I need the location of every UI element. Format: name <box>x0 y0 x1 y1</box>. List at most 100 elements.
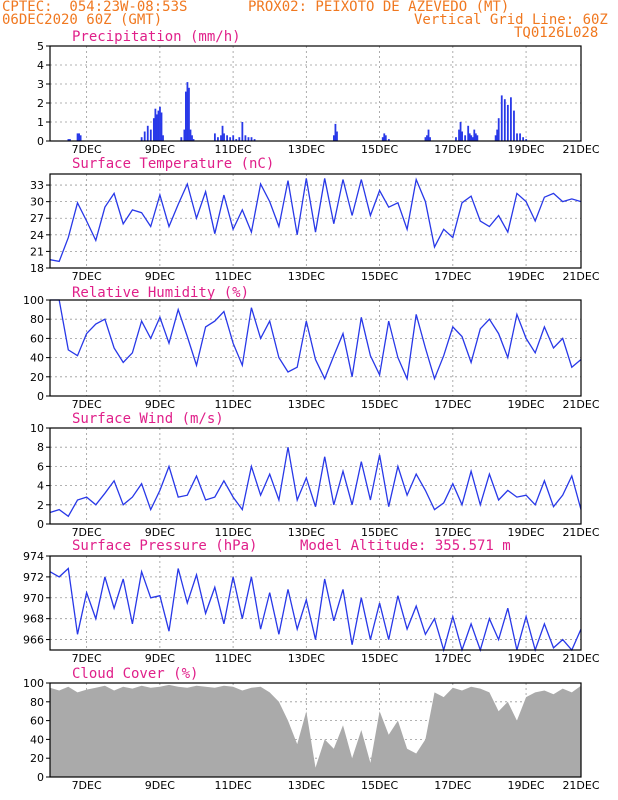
precip-bar <box>160 112 163 141</box>
x-tick-label: 9DEC <box>145 270 175 283</box>
precip-bar <box>140 137 143 141</box>
x-tick-label: 9DEC <box>145 526 175 539</box>
x-tick-label: 17DEC <box>434 143 471 156</box>
precip-bar <box>384 135 387 141</box>
precip-bar <box>519 133 521 141</box>
x-tick-label: 7DEC <box>72 143 102 156</box>
header-date: 06DEC2020 60Z (GMT) <box>2 12 163 28</box>
x-tick-label: 7DEC <box>72 526 102 539</box>
x-tick-label: 9DEC <box>145 652 175 665</box>
series-line <box>49 447 582 518</box>
precip-bar <box>223 133 225 141</box>
precip-bar <box>244 135 247 141</box>
panel-annotation: Model Altitude: 355.571 m <box>300 538 511 554</box>
y-tick-label: 972 <box>23 571 44 584</box>
precip-bar <box>503 99 506 141</box>
precip-bar <box>494 135 497 141</box>
panel-frame <box>49 682 582 778</box>
y-tick-label: 8 <box>37 441 44 454</box>
x-tick-label: 9DEC <box>145 779 175 792</box>
precip-bar <box>497 118 500 141</box>
precip-bar <box>238 137 241 141</box>
x-tick-label: 11DEC <box>215 143 252 156</box>
x-tick-label: 21DEC <box>562 270 599 283</box>
x-tick-label: 7DEC <box>72 779 102 792</box>
y-tick-label: 40 <box>30 352 44 365</box>
series-line <box>49 567 582 653</box>
precip-bar <box>474 133 477 141</box>
x-tick-label: 15DEC <box>361 270 398 283</box>
y-tick-label: 0 <box>37 518 44 531</box>
panel-title: Surface Pressure (hPa) <box>72 538 257 554</box>
y-tick-label: 30 <box>30 196 44 209</box>
precip-bar <box>464 135 467 141</box>
series-line <box>50 299 582 382</box>
x-tick-label: 21DEC <box>562 652 599 665</box>
panel-title: Surface Temperature (nC) <box>72 156 274 172</box>
x-tick-label: 15DEC <box>361 143 398 156</box>
precip-bar <box>229 137 232 141</box>
precip-bar <box>387 139 390 141</box>
x-tick-label: 9DEC <box>145 398 175 411</box>
panel-frame <box>49 45 582 142</box>
precip-bar <box>510 97 512 141</box>
precip-bar <box>458 129 460 141</box>
precip-bar <box>336 131 338 141</box>
y-tick-label: 40 <box>30 733 44 746</box>
y-tick-label: 24 <box>30 229 44 242</box>
precip-bar <box>67 139 70 141</box>
y-tick-label: 966 <box>23 634 44 647</box>
x-tick-label: 15DEC <box>361 526 398 539</box>
x-tick-label: 13DEC <box>288 398 325 411</box>
y-tick-label: 4 <box>37 59 44 72</box>
y-tick-label: 20 <box>30 752 44 765</box>
x-tick-label: 11DEC <box>215 270 252 283</box>
precip-bar <box>226 135 228 141</box>
y-tick-label: 21 <box>30 245 44 258</box>
precip-bar <box>183 129 186 141</box>
precip-bar <box>232 135 235 141</box>
x-tick-label: 13DEC <box>288 652 325 665</box>
precip-bar <box>180 137 183 141</box>
x-tick-label: 15DEC <box>361 779 398 792</box>
y-tick-label: 5 <box>37 40 44 53</box>
precip-bar <box>506 104 509 141</box>
x-tick-label: 19DEC <box>508 779 545 792</box>
y-tick-label: 10 <box>30 422 44 435</box>
x-tick-label: 11DEC <box>215 652 252 665</box>
precip-bar <box>334 123 337 141</box>
x-tick-label: 13DEC <box>288 270 325 283</box>
x-tick-label: 19DEC <box>508 526 545 539</box>
x-tick-label: 21DEC <box>562 779 599 792</box>
x-tick-label: 15DEC <box>361 652 398 665</box>
precip-bar <box>525 139 528 141</box>
x-tick-label: 17DEC <box>434 526 471 539</box>
y-tick-label: 0 <box>37 771 44 784</box>
precip-bar <box>516 133 518 141</box>
y-tick-label: 970 <box>23 592 44 605</box>
x-tick-label: 21DEC <box>562 398 599 411</box>
precip-bar <box>221 125 224 141</box>
header-model: TQ0126L028 <box>514 25 599 41</box>
x-tick-label: 17DEC <box>434 398 471 411</box>
precip-bar <box>146 125 149 141</box>
precip-bar <box>429 137 431 141</box>
y-tick-label: 27 <box>30 212 44 225</box>
y-tick-label: 80 <box>30 313 44 326</box>
precip-bar <box>247 137 250 141</box>
y-tick-label: 100 <box>23 677 44 690</box>
precip-bar <box>383 133 386 141</box>
cloud-area <box>50 684 581 777</box>
precip-bar <box>333 135 335 141</box>
x-tick-label: 17DEC <box>434 779 471 792</box>
precip-bar <box>513 110 515 141</box>
precip-bar <box>76 133 79 141</box>
panel-title: Precipitation (mm/h) <box>72 29 241 45</box>
y-tick-label: 3 <box>37 78 44 91</box>
header-grid-note: Vertical Grid Line: 60Z <box>414 12 608 28</box>
series-line <box>49 177 582 263</box>
x-tick-label: 13DEC <box>288 779 325 792</box>
precip-bar <box>191 135 193 141</box>
x-tick-label: 13DEC <box>288 143 325 156</box>
